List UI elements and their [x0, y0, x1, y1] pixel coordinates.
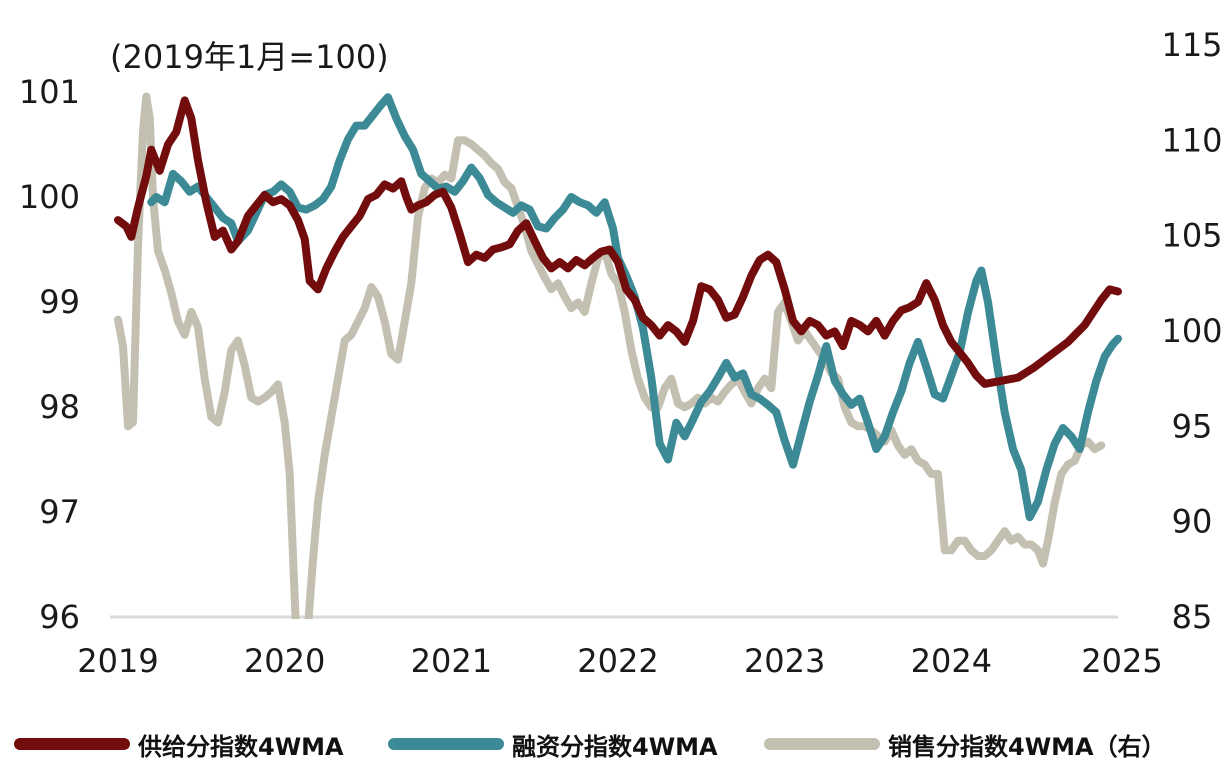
- legend-label-supply: 供给分指数4WMA: [138, 732, 344, 761]
- series-layer: [114, 92, 1122, 619]
- x-tick-label: 2025: [1081, 642, 1162, 680]
- legend-item-sales: 销售分指数4WMA（右）: [764, 718, 1166, 770]
- right-tick-label: 105: [1161, 217, 1222, 255]
- x-tick-label: 2023: [744, 642, 825, 680]
- right-tick-label: 85: [1172, 598, 1213, 636]
- left-tick-label: 96: [39, 598, 80, 636]
- right-tick-label: 110: [1161, 121, 1222, 159]
- right-tick-label: 115: [1161, 26, 1222, 64]
- right-tick-label: 90: [1172, 503, 1213, 541]
- x-tick-label: 2021: [411, 642, 492, 680]
- index-base-annotation: (2019年1月=100): [110, 38, 389, 76]
- legend-swatch-financing: [388, 738, 504, 750]
- right-tick-label: 100: [1161, 312, 1222, 350]
- series-line-supply: [114, 96, 1122, 388]
- left-tick-label: 101: [19, 73, 80, 111]
- x-tick-label: 2024: [911, 642, 992, 680]
- left-tick-label: 98: [39, 388, 80, 426]
- series-line-sales: [114, 92, 1106, 619]
- x-tick-label: 2022: [577, 642, 658, 680]
- legend: 供给分指数4WMA 融资分指数4WMA 销售分指数4WMA（右）: [0, 718, 1230, 770]
- legend-item-supply: 供给分指数4WMA: [14, 718, 344, 770]
- legend-swatch-supply: [14, 738, 130, 750]
- x-tick-label: 2020: [244, 642, 325, 680]
- legend-item-financing: 融资分指数4WMA: [388, 718, 718, 770]
- legend-label-financing: 融资分指数4WMA: [512, 732, 718, 761]
- right-axis-ticks: 85 90 95 100 105 110 115: [1161, 26, 1222, 636]
- left-tick-label: 97: [39, 493, 80, 531]
- left-tick-label: 100: [19, 178, 80, 216]
- x-axis-ticks: 2019 2020 2021 2022 2023 2024 2025: [77, 642, 1162, 680]
- legend-label-sales: 销售分指数4WMA（右）: [888, 732, 1166, 761]
- x-tick-label: 2019: [77, 642, 158, 680]
- left-axis-ticks: 96 97 98 99 100 101: [19, 73, 80, 636]
- legend-swatch-sales: [764, 738, 880, 750]
- left-tick-label: 99: [39, 283, 80, 321]
- right-tick-label: 95: [1172, 407, 1213, 445]
